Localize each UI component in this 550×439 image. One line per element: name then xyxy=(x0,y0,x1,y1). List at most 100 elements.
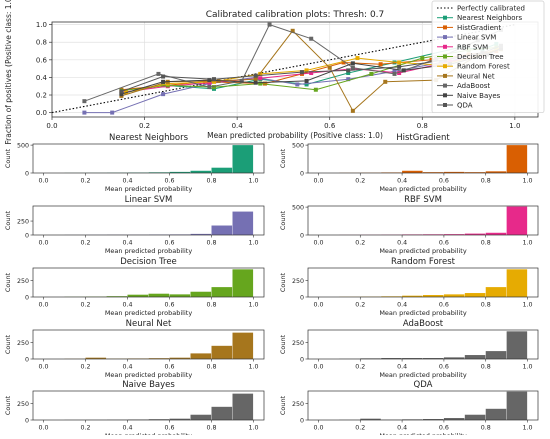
histogram-x-tick-label: 1.0 xyxy=(248,178,258,185)
histogram-axes-frame xyxy=(308,144,538,173)
histogram-x-tick-label: 0.6 xyxy=(164,302,174,309)
histogram-y-axis-label: Count xyxy=(4,395,12,415)
histogram-x-tick-label: 1.0 xyxy=(523,425,533,432)
histogram-x-tick-label: 0.2 xyxy=(355,240,365,247)
data-point xyxy=(161,75,165,79)
legend-swatch-marker xyxy=(443,84,447,88)
histogram-x-tick-label: 0.6 xyxy=(164,240,174,247)
histogram-y-tick-label: 250 xyxy=(292,401,304,408)
data-point xyxy=(258,76,262,80)
main-y-tick-label: 1.0 xyxy=(36,21,47,29)
main-y-tick-label: 0.8 xyxy=(36,39,47,47)
histogram-x-axis-label: Mean predicted probability xyxy=(105,185,193,193)
histogram-title: Decision Tree xyxy=(120,257,177,267)
histogram-bar xyxy=(507,331,528,359)
histogram-bar xyxy=(149,294,170,297)
histogram-x-tick-label: 0.2 xyxy=(355,425,365,432)
legend-label: Random Forest xyxy=(457,63,510,71)
data-point xyxy=(82,111,86,115)
histogram-title: HistGradient xyxy=(396,133,450,143)
histogram-x-tick-label: 0.4 xyxy=(397,178,407,185)
histogram-bar xyxy=(233,394,254,420)
data-point xyxy=(161,92,165,96)
histogram-bar xyxy=(507,392,528,420)
histogram-x-tick-label: 0.6 xyxy=(164,178,174,185)
data-point xyxy=(268,23,272,27)
main-y-tick-label: 0.0 xyxy=(36,109,47,117)
legend-swatch-marker xyxy=(443,74,447,78)
histogram-x-tick-label: 0.8 xyxy=(481,302,491,309)
main-y-tick-label: 0.6 xyxy=(36,56,48,64)
histogram-x-axis-label: Mean predicted probability xyxy=(105,309,193,317)
histogram-title: QDA xyxy=(414,380,433,390)
histogram-title: RBF SVM xyxy=(404,195,442,205)
histogram-bar xyxy=(233,145,254,173)
histogram-x-tick-label: 0.8 xyxy=(206,178,216,185)
main-x-axis-label: Mean predicted probability (Positive cla… xyxy=(207,131,383,140)
histogram-x-tick-label: 0.4 xyxy=(122,178,132,185)
legend-label: Linear SVM xyxy=(457,34,496,42)
main-y-axis-label: Fraction of positives (Positive class: 1… xyxy=(4,0,13,145)
histogram-x-tick-label: 0.0 xyxy=(38,364,48,371)
histogram-y-tick-label: 250 xyxy=(292,278,304,285)
data-point xyxy=(369,72,373,76)
data-point xyxy=(397,60,401,64)
histogram-bar xyxy=(233,212,254,235)
histogram-bar xyxy=(465,355,486,359)
histogram-x-tick-label: 0.8 xyxy=(206,240,216,247)
histogram-y-tick-label: 500 xyxy=(292,204,304,211)
data-point xyxy=(402,68,406,72)
histogram-x-tick-label: 0.6 xyxy=(439,364,449,371)
data-point xyxy=(300,70,304,74)
histogram-x-tick-label: 1.0 xyxy=(523,302,533,309)
histogram-bar xyxy=(233,333,254,359)
histogram-y-axis-label: Count xyxy=(279,334,287,354)
histogram-y-axis-label: Count xyxy=(279,395,287,415)
histogram-x-axis-label: Mean predicted probability xyxy=(105,371,193,379)
legend-label: Nearest Neighbors xyxy=(457,14,522,22)
histogram-y-tick-label: 0 xyxy=(25,294,29,301)
histogram-x-tick-label: 0.8 xyxy=(206,425,216,432)
histogram-y-tick-label: 0 xyxy=(300,294,304,301)
histogram-x-tick-label: 1.0 xyxy=(248,302,258,309)
histogram-x-tick-label: 0.0 xyxy=(313,178,323,185)
histogram-bar xyxy=(212,168,233,173)
legend-swatch-marker xyxy=(443,16,447,20)
data-point xyxy=(254,74,258,78)
histogram-title: AdaBoost xyxy=(403,319,444,329)
legend-label: HistGradient xyxy=(457,24,501,32)
main-x-tick-label: 0.0 xyxy=(46,122,57,130)
histogram-x-tick-label: 0.8 xyxy=(206,364,216,371)
histogram-y-axis-label: Count xyxy=(279,210,287,230)
legend-label: Neural Net xyxy=(457,72,495,80)
histogram-x-axis-label: Mean predicted probability xyxy=(379,185,467,193)
histogram-bar xyxy=(465,415,486,420)
histogram-bar xyxy=(507,207,528,235)
data-point xyxy=(161,80,165,84)
histogram-x-tick-label: 0.0 xyxy=(313,364,323,371)
histogram-y-tick-label: 0 xyxy=(25,232,29,239)
histogram-y-tick-label: 0 xyxy=(300,356,304,363)
legend-swatch-marker xyxy=(443,103,447,107)
histogram-x-tick-label: 0.4 xyxy=(122,364,132,371)
main-y-tick-label: 0.4 xyxy=(36,74,48,82)
histogram-x-tick-label: 0.2 xyxy=(80,425,90,432)
legend-label: AdaBoost xyxy=(457,82,490,90)
legend-label: Perfectly calibrated xyxy=(457,5,525,13)
histogram-bar xyxy=(212,346,233,359)
histogram-x-tick-label: 0.4 xyxy=(397,425,407,432)
histogram-y-axis-label: Count xyxy=(279,148,287,168)
histogram-y-tick-label: 0 xyxy=(25,356,29,363)
histogram-x-tick-label: 0.4 xyxy=(122,425,132,432)
histogram-bar xyxy=(507,145,528,173)
histogram-y-tick-label: 0 xyxy=(300,232,304,239)
histogram-x-axis-label: Mean predicted probability xyxy=(379,309,467,317)
legend-label: Decision Tree xyxy=(457,53,504,61)
histogram-y-tick-label: 250 xyxy=(17,401,29,408)
